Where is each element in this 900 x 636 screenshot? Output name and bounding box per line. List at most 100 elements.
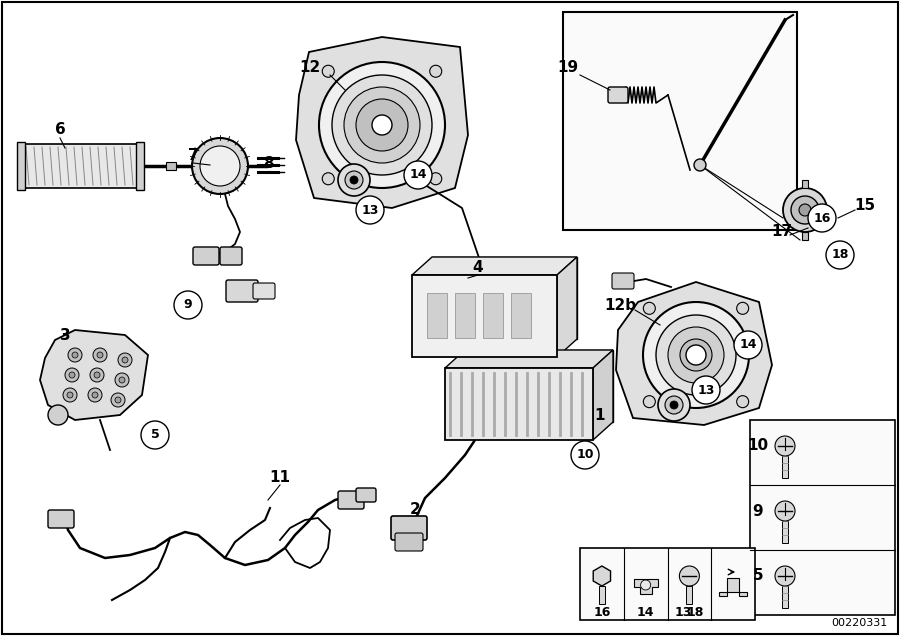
- Circle shape: [665, 396, 683, 414]
- Circle shape: [680, 566, 699, 586]
- Circle shape: [644, 396, 655, 408]
- FancyBboxPatch shape: [226, 280, 258, 302]
- Circle shape: [174, 291, 202, 319]
- Bar: [511, 293, 531, 338]
- Circle shape: [734, 331, 762, 359]
- Text: 00220331: 00220331: [831, 618, 887, 628]
- Text: 16: 16: [814, 212, 831, 225]
- Circle shape: [72, 352, 78, 358]
- Circle shape: [571, 441, 599, 469]
- Circle shape: [48, 405, 68, 425]
- Circle shape: [429, 173, 442, 184]
- Circle shape: [68, 348, 82, 362]
- Text: 1: 1: [595, 408, 605, 422]
- Text: 12b: 12b: [604, 298, 636, 312]
- Polygon shape: [432, 257, 577, 339]
- Circle shape: [69, 372, 75, 378]
- Circle shape: [692, 376, 720, 404]
- Circle shape: [119, 377, 125, 383]
- Polygon shape: [616, 282, 772, 425]
- Circle shape: [122, 357, 128, 363]
- Circle shape: [319, 62, 445, 188]
- FancyBboxPatch shape: [253, 283, 275, 299]
- Circle shape: [694, 159, 706, 171]
- Circle shape: [322, 173, 334, 184]
- Text: 14: 14: [637, 606, 654, 619]
- Polygon shape: [634, 579, 658, 594]
- Circle shape: [115, 373, 129, 387]
- Circle shape: [737, 396, 749, 408]
- Bar: [782, 521, 788, 543]
- Circle shape: [118, 353, 132, 367]
- Bar: [802, 180, 808, 188]
- Text: 5: 5: [150, 429, 159, 441]
- Polygon shape: [445, 368, 593, 440]
- Bar: [580, 548, 755, 620]
- Text: 14: 14: [739, 338, 757, 352]
- Bar: [136, 142, 144, 190]
- Circle shape: [641, 580, 651, 590]
- Circle shape: [680, 339, 712, 371]
- Circle shape: [775, 501, 795, 521]
- Text: 16: 16: [593, 606, 610, 619]
- Polygon shape: [719, 578, 747, 596]
- Circle shape: [356, 99, 408, 151]
- Circle shape: [644, 302, 655, 314]
- Text: 10: 10: [747, 438, 769, 453]
- Polygon shape: [412, 257, 577, 275]
- Text: 13: 13: [675, 606, 692, 619]
- FancyBboxPatch shape: [356, 488, 376, 502]
- Text: 10: 10: [576, 448, 594, 462]
- Text: 5: 5: [752, 569, 763, 583]
- FancyBboxPatch shape: [608, 87, 628, 103]
- FancyBboxPatch shape: [48, 510, 74, 528]
- Circle shape: [799, 204, 811, 216]
- Bar: [687, 586, 692, 604]
- Circle shape: [115, 397, 121, 403]
- Text: 7: 7: [188, 148, 198, 163]
- Circle shape: [404, 161, 432, 189]
- Circle shape: [345, 171, 363, 189]
- Circle shape: [658, 389, 690, 421]
- FancyBboxPatch shape: [485, 331, 509, 347]
- Text: 9: 9: [752, 504, 763, 518]
- Circle shape: [737, 302, 749, 314]
- Text: 18: 18: [687, 606, 704, 619]
- Text: 17: 17: [771, 225, 793, 240]
- Polygon shape: [40, 330, 148, 420]
- Text: 2: 2: [410, 502, 420, 518]
- Circle shape: [686, 345, 706, 365]
- FancyBboxPatch shape: [193, 247, 219, 265]
- FancyBboxPatch shape: [19, 144, 139, 188]
- Circle shape: [791, 196, 819, 224]
- FancyBboxPatch shape: [395, 533, 423, 551]
- Circle shape: [775, 436, 795, 456]
- Circle shape: [332, 75, 432, 175]
- Circle shape: [356, 196, 384, 224]
- Text: 9: 9: [184, 298, 193, 312]
- Bar: [782, 586, 788, 608]
- Text: 15: 15: [854, 198, 876, 212]
- Circle shape: [93, 348, 107, 362]
- Text: 19: 19: [557, 60, 579, 76]
- Circle shape: [826, 241, 854, 269]
- Circle shape: [350, 176, 358, 184]
- Bar: [455, 293, 475, 338]
- FancyBboxPatch shape: [391, 516, 427, 540]
- Text: 14: 14: [410, 169, 427, 181]
- Circle shape: [783, 188, 827, 232]
- Circle shape: [97, 352, 103, 358]
- FancyBboxPatch shape: [338, 491, 364, 509]
- Polygon shape: [465, 350, 613, 422]
- Circle shape: [344, 87, 420, 163]
- Bar: [17, 142, 25, 190]
- Bar: [563, 12, 797, 230]
- FancyBboxPatch shape: [612, 273, 634, 289]
- Circle shape: [90, 368, 104, 382]
- Polygon shape: [296, 37, 468, 208]
- Circle shape: [775, 566, 795, 586]
- Circle shape: [200, 146, 240, 186]
- Circle shape: [643, 302, 749, 408]
- Text: 3: 3: [59, 328, 70, 343]
- Text: 12: 12: [300, 60, 320, 76]
